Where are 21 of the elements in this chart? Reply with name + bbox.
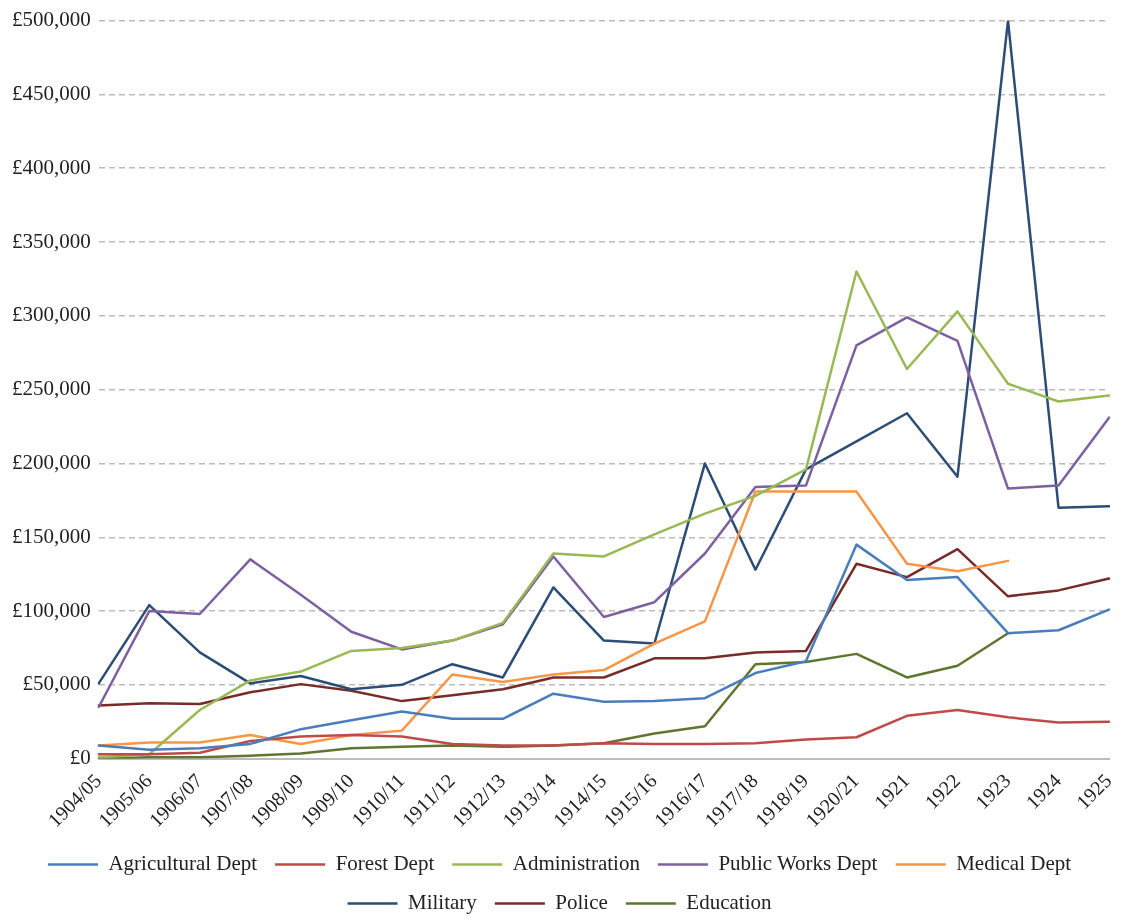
y-tick-label: £100,000 <box>12 597 91 622</box>
legend-label: Forest Dept <box>335 851 435 876</box>
y-tick-label: £450,000 <box>12 80 91 105</box>
x-tick-label: 1921 <box>869 769 914 813</box>
legend-label: Administration <box>512 851 641 876</box>
y-tick-label: £400,000 <box>12 154 91 179</box>
legend-label: Police <box>555 890 608 915</box>
y-tick-label: £150,000 <box>12 523 91 548</box>
y-tick-label: £200,000 <box>12 449 91 474</box>
y-tick-label: £0 <box>69 745 91 770</box>
y-tick-label: £300,000 <box>12 302 91 327</box>
legend-label: Agricultural Dept <box>108 851 258 876</box>
y-tick-label: £500,000 <box>12 7 91 32</box>
y-tick-label: £250,000 <box>12 376 91 401</box>
y-tick-label: £350,000 <box>12 228 91 253</box>
legend-label: Military <box>408 890 478 915</box>
legend-label: Education <box>686 890 772 915</box>
legend-label: Public Works Dept <box>718 851 878 876</box>
x-tick-label: 1922 <box>920 769 965 813</box>
y-tick-label: £50,000 <box>22 671 91 696</box>
legend-label: Medical Dept <box>956 851 1072 876</box>
